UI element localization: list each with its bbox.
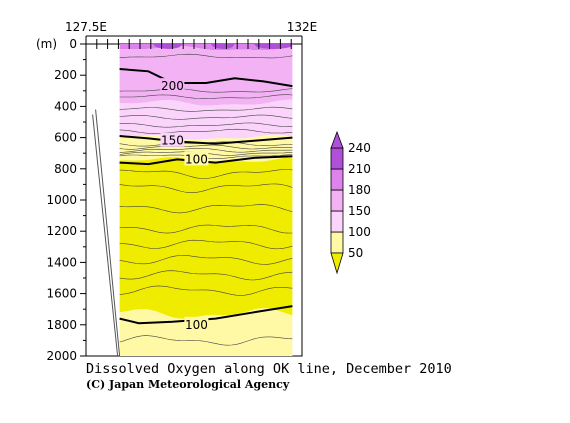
x-tick-label-left: 127.5E [65,20,107,34]
isoline-3 [119,106,293,112]
y-tick-label-7: 1400 [46,255,77,269]
contour-label-1: 150 [161,134,184,148]
x-tick-label-right: 132E [287,20,318,34]
isoline-18 [119,270,293,281]
colorbar-label-3: 180 [348,183,371,197]
shelf-edge-line-2 [92,114,119,357]
isoline-2 [119,94,293,99]
fill-band-2 [119,99,293,140]
chart-credit: (C) Japan Meteorological Agency [86,378,290,391]
isoline-16 [119,239,293,250]
y-tick-label-8: 1600 [46,287,77,301]
y-tick-label-4: 800 [54,162,77,176]
colorbar-segment-2 [330,189,344,212]
isoline-17 [119,255,293,265]
isoline-13 [119,183,293,193]
y-tick-label-5: 1000 [46,193,77,207]
isoline-8 [119,144,293,150]
contour-label-3: 100 [185,318,208,332]
y-tick-label-9: 1800 [46,318,77,332]
fill-band-5 [119,308,293,356]
y-tick-label-6: 1200 [46,224,77,238]
y-tick-label-2: 400 [54,99,77,113]
contour-200-0 [119,68,293,88]
shelf-edge [92,109,121,357]
isoline-6 [119,128,293,134]
isoline-9 [119,148,293,153]
isoline-12 [119,169,293,179]
colorbar-segment-1 [330,210,344,233]
surface-patch-0 [153,44,182,49]
y-tick-label-0: 0 [69,37,77,51]
isoline-0 [119,53,293,59]
colorbar-label-2: 150 [348,204,371,218]
isoline-4 [119,114,293,120]
colorbar-bottom-arrow [330,252,344,275]
contour-label-0: 200 [161,79,184,93]
y-axis-unit: (m) [36,37,57,51]
y-tick-label-10: 2000 [46,349,77,363]
colorbar: 50 100 150 180 210 240 [330,130,371,275]
isoline-14 [119,204,293,214]
colorbar-label-0: 50 [348,246,363,260]
surface-patch-2 [254,44,293,49]
surface-patch-1 [210,44,235,49]
colorbar-label-5: 240 [348,141,371,155]
colorbar-label-4: 210 [348,162,371,176]
contour-label-bg-0 [160,78,185,93]
shelf-edge-line [95,109,121,357]
colorbar-top-arrow [330,130,344,149]
y-axis: 0 200 400 600 800 1000 1200 1400 1600 1800 2000 (m) [36,37,86,363]
y-tick-label-1: 200 [54,68,77,82]
chart-title: Dissolved Oxygen along OK line, December… [86,361,452,377]
isoline-5 [119,122,293,128]
fill-band-4 [119,157,293,319]
contour-label-bg-3 [184,316,209,331]
colorbar-segment-3 [330,168,344,191]
colorbar-label-1: 100 [348,225,371,239]
contour-label-bg-2 [184,151,209,166]
isoline-1 [119,88,293,93]
isoline-20 [119,335,293,346]
contour-label-2: 100 [185,152,208,166]
colorbar-segment-4 [330,147,344,170]
isoline-15 [119,224,293,234]
colorbar-segment-0 [330,231,344,254]
contour-label-bg-1 [160,132,185,147]
contour-150-1 [119,135,293,145]
x-axis: 127.5E 132E [65,20,317,49]
isoline-19 [119,285,293,296]
y-tick-label-3: 600 [54,131,77,145]
